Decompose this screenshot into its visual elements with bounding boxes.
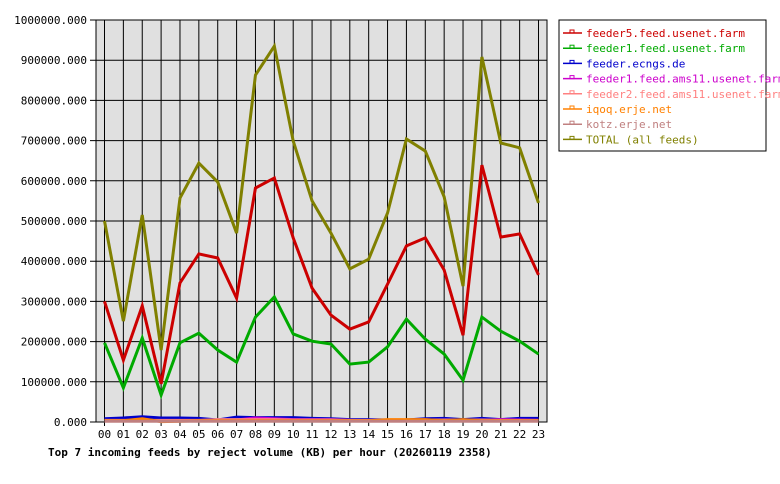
x-tick-label: 09: [268, 428, 281, 441]
x-tick-label: 04: [173, 428, 187, 441]
series-line: [103, 42, 540, 351]
legend-label: iqoq.erje.net: [586, 103, 672, 116]
legend-label: feeder1.feed.ams11.usenet.farm: [586, 73, 780, 86]
y-tick-label: 500000.000: [21, 215, 87, 228]
y-tick-label: 0.000: [54, 416, 87, 429]
x-tick-label: 08: [249, 428, 262, 441]
y-tick-label: 200000.000: [21, 336, 87, 349]
series-line: [103, 164, 540, 385]
y-tick-label: 800000.000: [21, 94, 87, 107]
y-tick-label: 100000.000: [21, 376, 87, 389]
y-tick-label: 400000.000: [21, 255, 87, 268]
x-tick-label: 06: [211, 428, 224, 441]
x-tick-label: 07: [230, 428, 243, 441]
legend-label: kotz.erje.net: [586, 118, 672, 131]
x-tick-label: 15: [381, 428, 394, 441]
legend-marker: [569, 29, 575, 34]
x-tick-label: 14: [362, 428, 376, 441]
x-tick-label: 02: [136, 428, 149, 441]
y-tick-label: 900000.000: [21, 54, 87, 67]
x-tick-label: 18: [438, 428, 451, 441]
x-tick-label: 22: [513, 428, 526, 441]
legend-label: feeder1.feed.usenet.farm: [586, 42, 745, 55]
x-tick-label: 11: [305, 428, 318, 441]
y-tick-label: 600000.000: [21, 175, 87, 188]
y-tick-label: 300000.000: [21, 295, 87, 308]
legend-marker: [569, 135, 575, 140]
legend-marker: [569, 44, 575, 49]
x-tick-label: 12: [324, 428, 337, 441]
y-tick-label: 700000.000: [21, 135, 87, 148]
legend-label: feeder.ecngs.de: [586, 57, 685, 70]
x-tick-label: 00: [98, 428, 111, 441]
y-tick-label: 1000000.000: [14, 14, 87, 27]
legend: [558, 19, 767, 152]
legend-label: feeder2.feed.ams11.usenet.farm: [586, 88, 780, 101]
x-tick-label: 20: [475, 428, 488, 441]
x-tick-label: 01: [117, 428, 130, 441]
legend-marker: [569, 75, 575, 80]
series-line: [103, 294, 540, 400]
chart-title: Top 7 incoming feeds by reject volume (K…: [48, 446, 492, 459]
x-tick-label: 16: [400, 428, 413, 441]
x-tick-label: 21: [494, 428, 507, 441]
x-tick-label: 03: [154, 428, 167, 441]
legend-marker: [569, 59, 575, 64]
x-tick-label: 05: [192, 428, 205, 441]
legend-marker: [569, 105, 575, 110]
x-tick-label: 10: [287, 428, 300, 441]
x-tick-label: 17: [419, 428, 432, 441]
x-tick-label: 13: [343, 428, 356, 441]
legend-label: TOTAL (all feeds): [586, 133, 699, 146]
legend-marker: [569, 90, 575, 95]
x-tick-label: 23: [532, 428, 545, 441]
legend-label: feeder5.feed.usenet.farm: [586, 27, 745, 40]
legend-marker: [569, 120, 575, 125]
x-tick-label: 19: [456, 428, 469, 441]
